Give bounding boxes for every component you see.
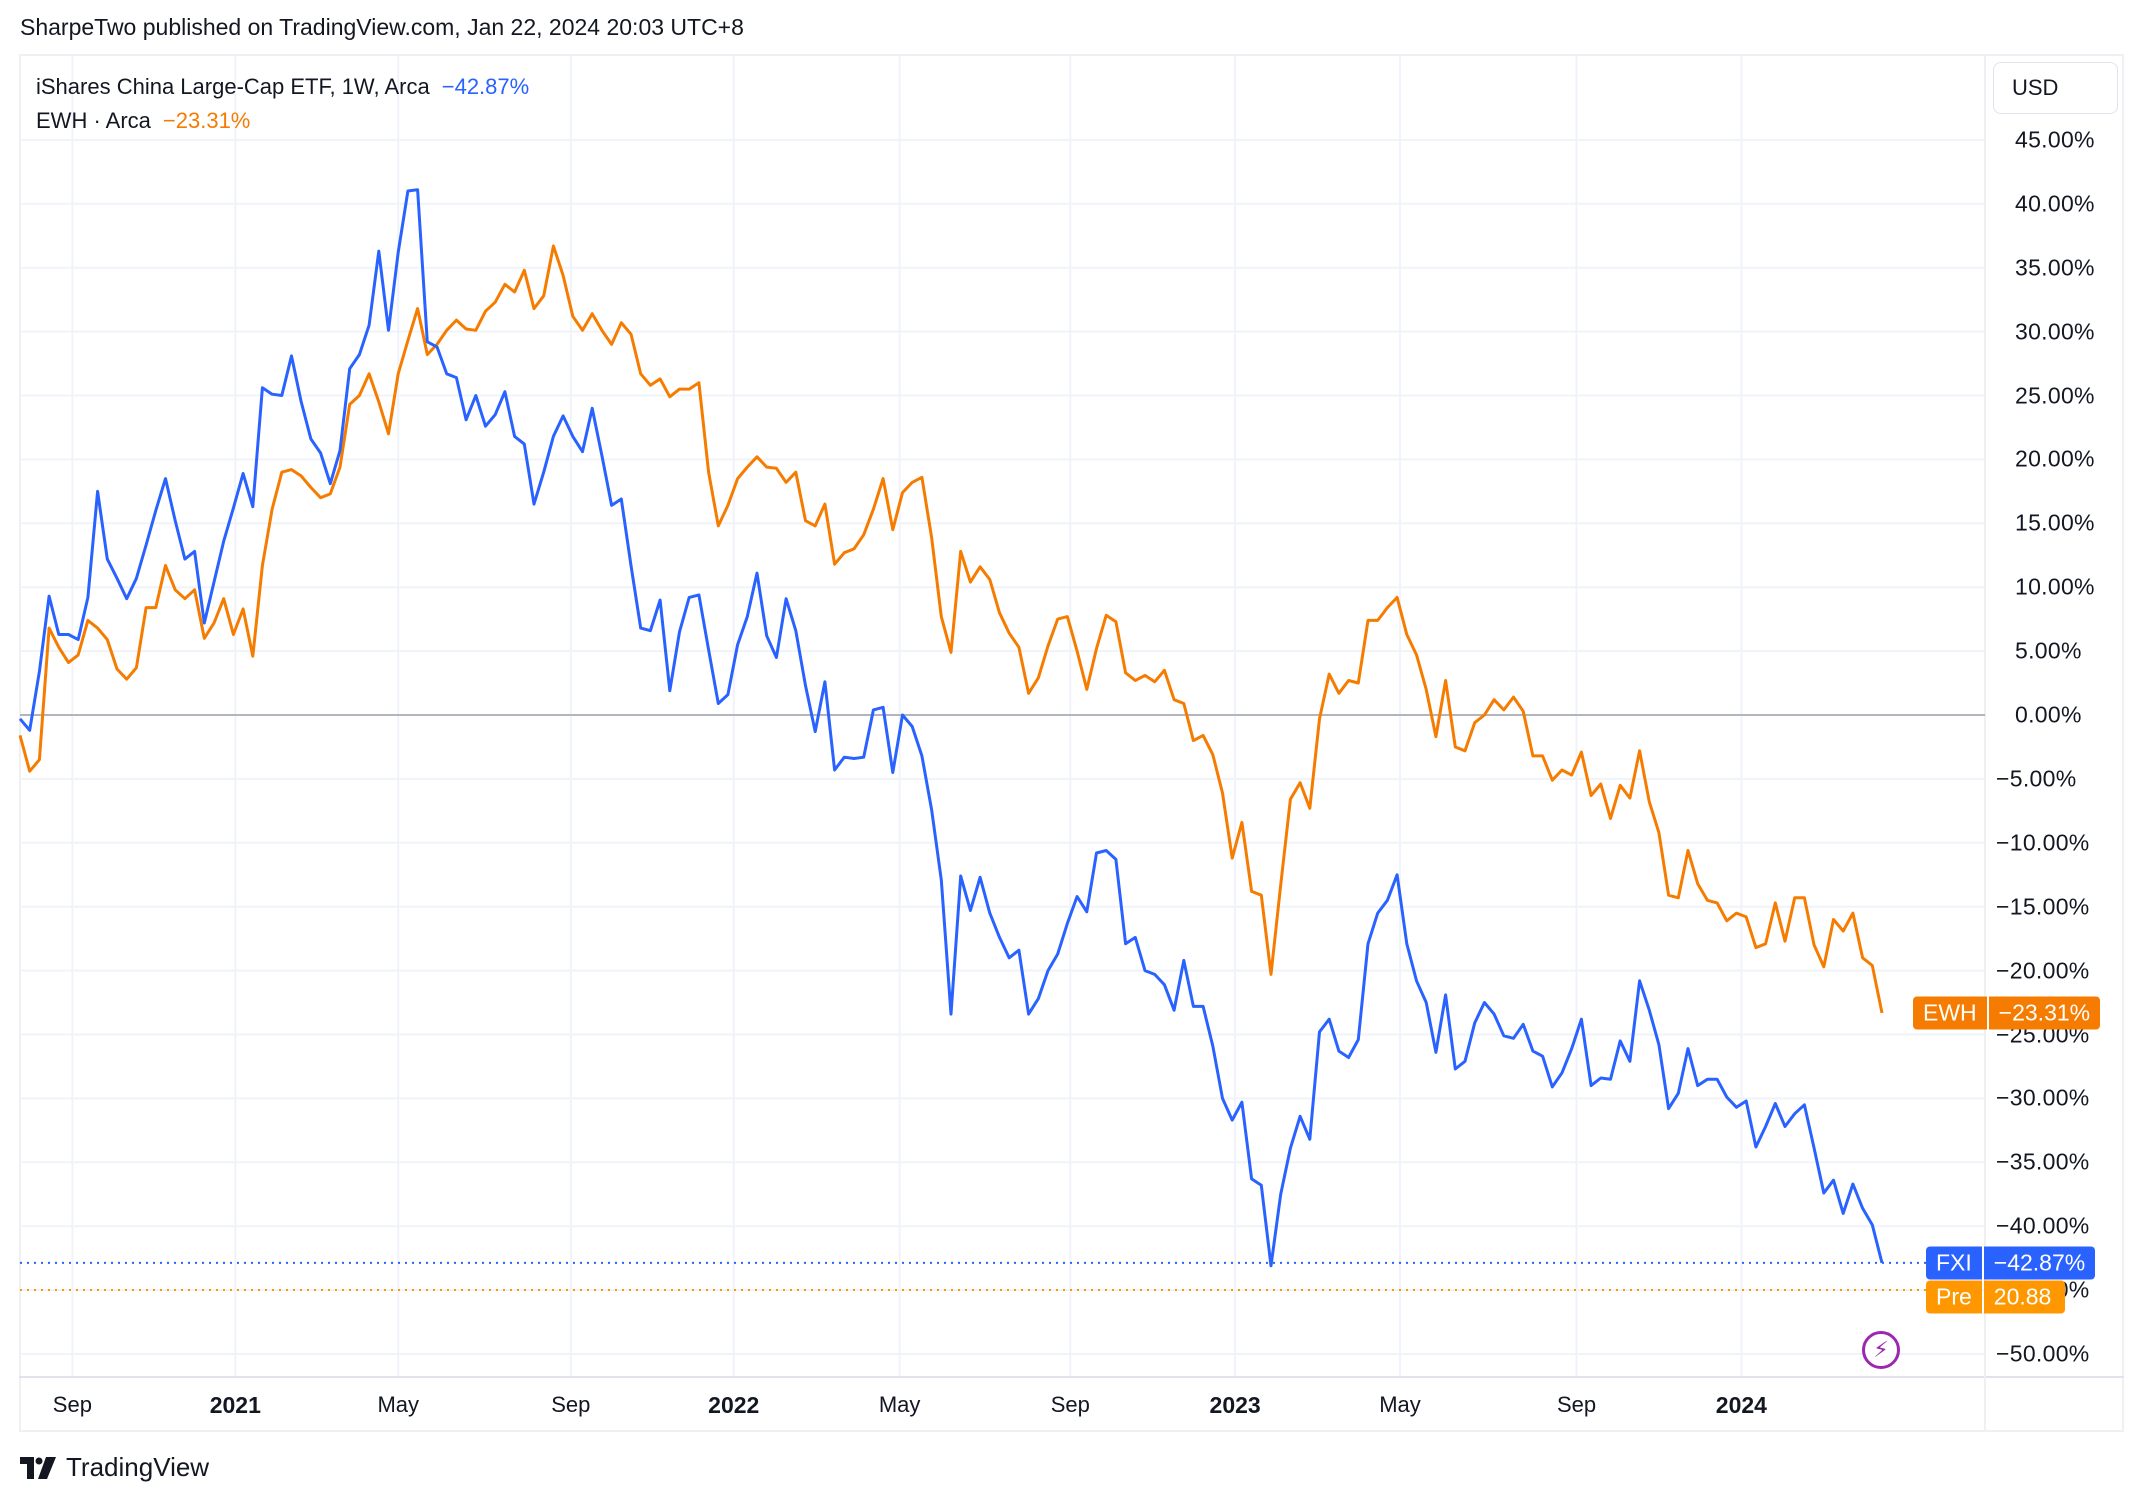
- price-tag-pre-name: Pre: [1926, 1280, 1982, 1314]
- price-axis-label: 20.00%: [2015, 445, 2095, 472]
- price-tag-ewh-name: EWH: [1913, 996, 1987, 1030]
- price-tag-fxi-value: −42.87%: [1983, 1246, 2096, 1280]
- price-axis-label: 25.00%: [2015, 382, 2095, 408]
- price-axis-label: −30.00%: [1996, 1084, 2090, 1111]
- legend-row-main[interactable]: iShares China Large-Cap ETF, 1W, Arca −4…: [36, 70, 529, 104]
- chart-legend: iShares China Large-Cap ETF, 1W, Arca −4…: [36, 70, 529, 138]
- price-tag-pre-value: 20.88: [1983, 1280, 2066, 1314]
- price-axis-label: 45.00%: [2015, 126, 2095, 153]
- price-axis-label: 5.00%: [2015, 637, 2082, 664]
- time-axis-label: 2021: [209, 1392, 261, 1418]
- price-axis-label: 10.00%: [2015, 573, 2095, 600]
- legend-compare-title: EWH · Arca: [36, 108, 151, 133]
- legend-main-title: iShares China Large-Cap ETF, 1W, Arca: [36, 74, 430, 99]
- vertical-gridlines: [71, 56, 1743, 1377]
- price-tag-fxi: FXI −42.87%: [1926, 1246, 2096, 1280]
- price-tag-ewh: EWH −23.31%: [1913, 996, 2101, 1030]
- price-axis-label: −35.00%: [1996, 1148, 2090, 1175]
- lightning-icon[interactable]: ⚡︎: [1862, 1331, 1900, 1369]
- legend-compare-change: −23.31%: [162, 108, 251, 133]
- price-axis-label: −20.00%: [1996, 957, 2090, 984]
- price-axis-label: 30.00%: [2015, 318, 2095, 345]
- time-axis-label: 2024: [1715, 1392, 1767, 1418]
- series-line-fxi[interactable]: [18, 188, 1884, 1268]
- price-axis-label: −40.00%: [1996, 1212, 2090, 1239]
- chart-frame: [19, 54, 2124, 1432]
- price-axis-label: −50.00%: [1996, 1340, 2090, 1367]
- time-axis-label: 2022: [708, 1392, 760, 1418]
- currency-button[interactable]: USD: [1993, 62, 2118, 114]
- price-axis-label: 0.00%: [2015, 701, 2082, 728]
- legend-main-change: −42.87%: [441, 74, 530, 99]
- time-axis-label: Sep: [1050, 1392, 1090, 1417]
- price-axis-label: 40.00%: [2015, 190, 2095, 217]
- tradingview-logo-text: TradingView: [66, 1452, 210, 1482]
- price-tag-premarket: Pre 20.88: [1926, 1280, 2066, 1314]
- price-tag-ewh-value: −23.31%: [1988, 996, 2101, 1030]
- time-axis-label: Sep: [1556, 1392, 1597, 1417]
- price-axis-label: −15.00%: [1996, 893, 2090, 920]
- time-axis-label: 2023: [1209, 1392, 1261, 1418]
- price-tag-fxi-name: FXI: [1926, 1246, 1982, 1280]
- horizontal-gridlines: [20, 138, 1985, 1355]
- time-axis-label: Sep: [551, 1392, 591, 1417]
- price-axis-label: 35.00%: [2015, 254, 2095, 281]
- tradingview-logo-icon: [20, 1456, 56, 1479]
- time-axis-label: Sep: [52, 1392, 92, 1417]
- time-axis-label: May: [377, 1392, 419, 1417]
- time-axis-label: May: [1379, 1392, 1421, 1417]
- time-axis-label: May: [878, 1392, 921, 1417]
- price-axis-label: 15.00%: [2015, 509, 2095, 536]
- publish-info: SharpeTwo published on TradingView.com, …: [20, 14, 744, 40]
- legend-row-compare[interactable]: EWH · Arca −23.31%: [36, 104, 529, 138]
- price-axis-label: −5.00%: [1996, 765, 2077, 792]
- series-line-ewh[interactable]: [18, 244, 1884, 1014]
- tradingview-logo[interactable]: TradingView: [20, 1452, 209, 1483]
- price-axis-label: −10.00%: [1996, 829, 2090, 856]
